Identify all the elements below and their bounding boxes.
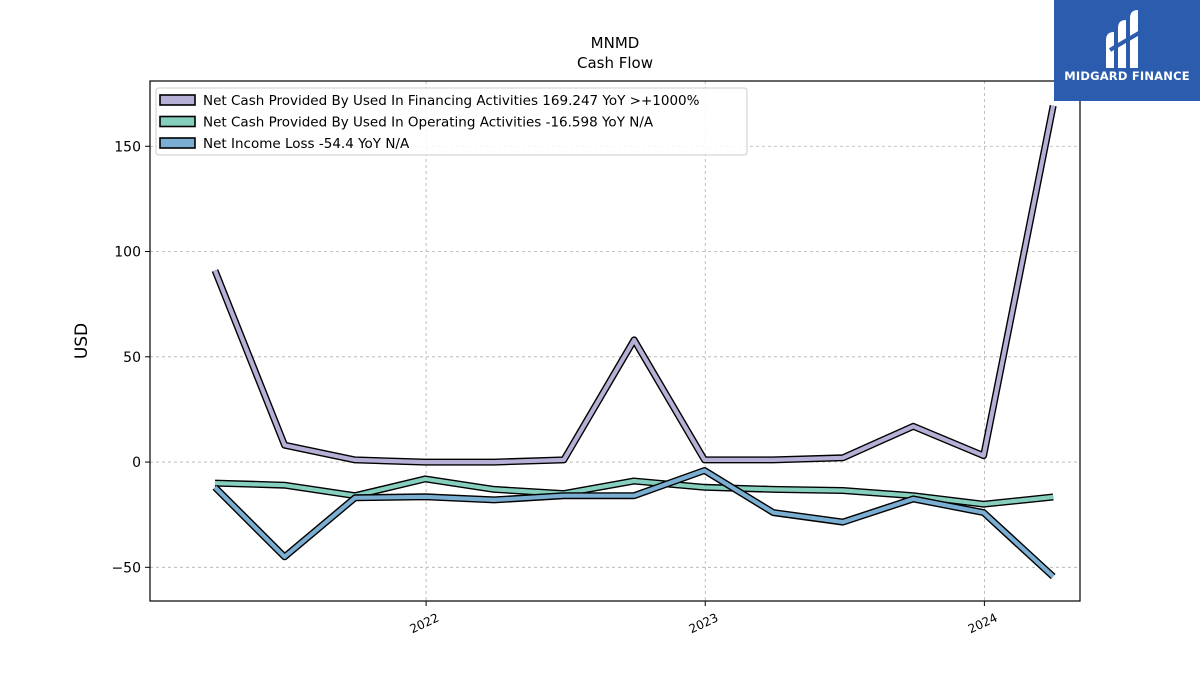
legend: Net Cash Provided By Used In Financing A… <box>155 87 748 156</box>
midgard-logo-icon <box>1106 10 1146 68</box>
y-tick-label: 50 <box>123 350 141 366</box>
y-tick-label: 150 <box>114 139 141 155</box>
x-tick-label: 2023 <box>687 611 721 637</box>
legend-label: Net Cash Provided By Used In Financing A… <box>203 93 700 109</box>
y-tick-label: −50 <box>111 560 141 576</box>
legend-box <box>155 87 748 156</box>
y-axis-label: USD <box>72 323 92 359</box>
legend-swatch <box>159 94 196 106</box>
legend-swatch <box>159 137 196 149</box>
series-line-3 <box>212 467 1056 580</box>
legend-label: Net Cash Provided By Used In Operating A… <box>203 115 654 131</box>
x-tick-label: 2024 <box>966 611 1000 637</box>
series-stroke <box>213 105 1056 465</box>
y-tick-label: 0 <box>132 455 141 471</box>
chart-title: MNMD <box>591 34 640 52</box>
midgard-finance-logo: MIDGARD FINANCE <box>1054 0 1200 101</box>
series-stroke <box>213 468 1055 579</box>
plot-area-frame <box>149 80 1081 602</box>
series-outline <box>212 467 1056 580</box>
legend-label: Net Income Loss -54.4 YoY N/A <box>203 136 410 152</box>
legend-swatch <box>159 115 196 128</box>
logo-text: MIDGARD FINANCE <box>1064 69 1190 83</box>
series-outline <box>211 105 1057 466</box>
x-tick-label: 2022 <box>408 611 442 637</box>
y-tick-label: 100 <box>114 245 141 261</box>
chart-subtitle: Cash Flow <box>577 54 653 72</box>
series-line-1 <box>211 105 1057 466</box>
